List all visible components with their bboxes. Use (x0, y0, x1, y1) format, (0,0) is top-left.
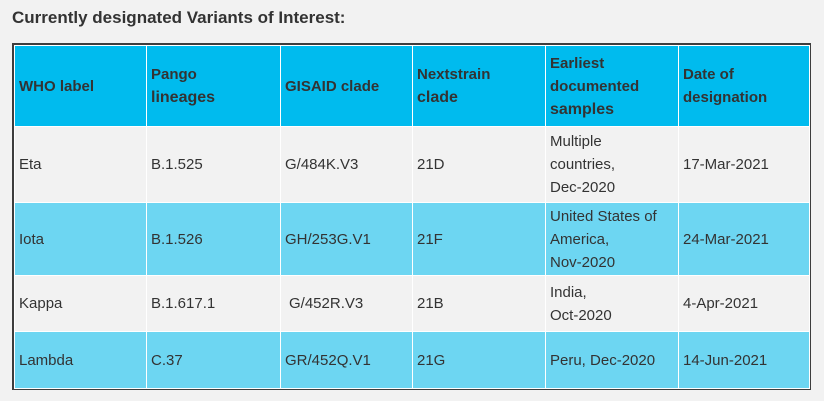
header-date-designation: Date of designation (678, 45, 810, 127)
header-gisaid-clade: GISAID clade (280, 45, 413, 127)
cell-earliest: Peru, Dec-2020 (545, 331, 679, 389)
cell-earliest: Multiple countries, Dec-2020 (545, 126, 679, 203)
cell-nextstrain: 21G (412, 331, 546, 389)
cell-pango: B.1.526 (146, 202, 281, 276)
table-row: Kappa B.1.617.1 G/452R.V3 21B India, Oct-… (14, 275, 810, 332)
cell-date: 14-Jun-2021 (678, 331, 810, 389)
cell-nextstrain: 21B (412, 275, 546, 332)
cell-earliest: India, Oct-2020 (545, 275, 679, 332)
header-pango-lineages: Pango lineages (146, 45, 281, 127)
cell-date: 4-Apr-2021 (678, 275, 810, 332)
table-row: Eta B.1.525 G/484K.V3 21D Multiple countr… (14, 126, 810, 203)
cell-who-label: Lambda (14, 331, 147, 389)
table-row: Lambda C.37 GR/452Q.V1 21G Peru, Dec-202… (14, 331, 810, 389)
cell-date: 24-Mar-2021 (678, 202, 810, 276)
cell-nextstrain: 21D (412, 126, 546, 203)
cell-pango: B.1.525 (146, 126, 281, 203)
page-title: Currently designated Variants of Interes… (12, 8, 346, 27)
variants-table-container: WHO label Pango lineages GISAID clade Nex… (12, 43, 811, 390)
variants-table: WHO label Pango lineages GISAID clade Nex… (14, 45, 810, 389)
table-header-row: WHO label Pango lineages GISAID clade Nex… (14, 45, 810, 127)
cell-pango: C.37 (146, 331, 281, 389)
table-row: Iota B.1.526 GH/253G.V1 21F United State… (14, 202, 810, 276)
cell-date: 17-Mar-2021 (678, 126, 810, 203)
cell-nextstrain: 21F (412, 202, 546, 276)
cell-gisaid: G/452R.V3 (280, 275, 413, 332)
cell-earliest: United States of America, Nov-2020 (545, 202, 679, 276)
cell-gisaid: GH/253G.V1 (280, 202, 413, 276)
header-earliest-samples: Earliest documented samples (545, 45, 679, 127)
header-who-label: WHO label (14, 45, 147, 127)
header-nextstrain-clade: Nextstrain clade (412, 45, 546, 127)
cell-pango: B.1.617.1 (146, 275, 281, 332)
cell-who-label: Kappa (14, 275, 147, 332)
cell-who-label: Iota (14, 202, 147, 276)
cell-gisaid: G/484K.V3 (280, 126, 413, 203)
cell-gisaid: GR/452Q.V1 (280, 331, 413, 389)
cell-who-label: Eta (14, 126, 147, 203)
